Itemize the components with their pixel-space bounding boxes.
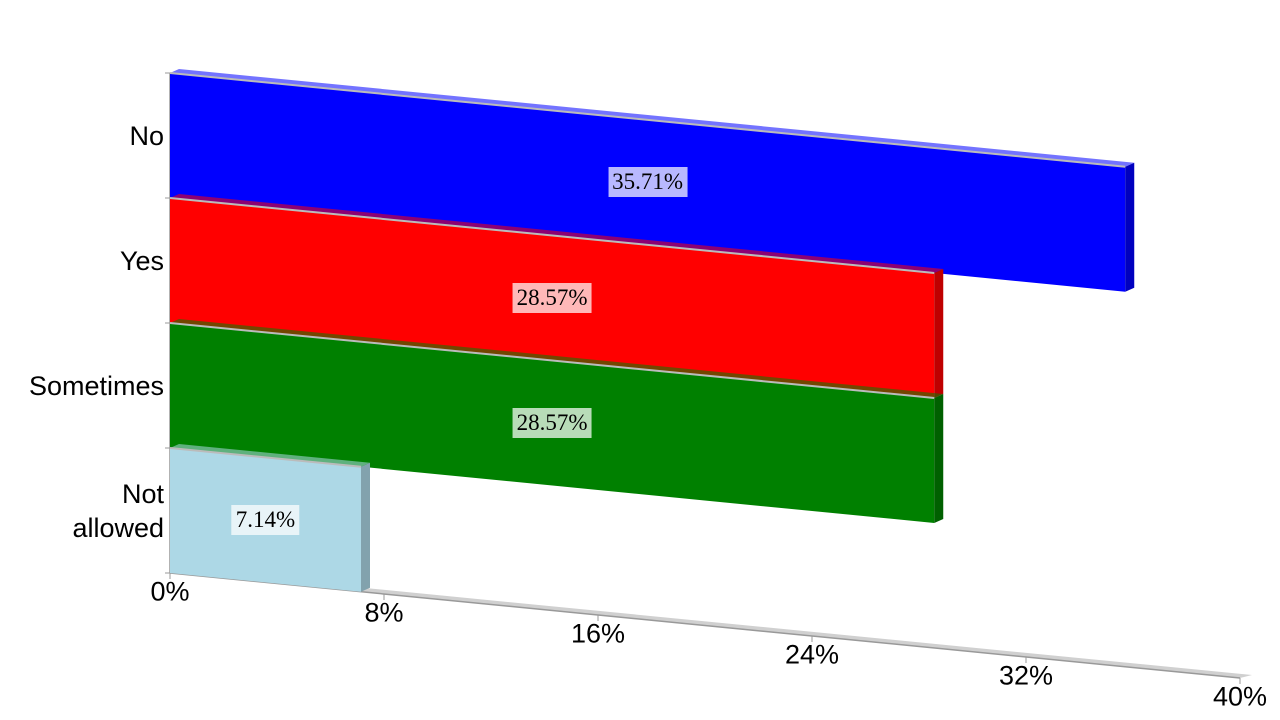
bar-top xyxy=(170,194,944,273)
x-axis-floor xyxy=(170,570,1252,678)
x-tick-label: 40% xyxy=(1212,681,1268,712)
bar-top xyxy=(170,444,370,467)
x-tick-label: 0% xyxy=(150,576,190,607)
category-text: Sometimes xyxy=(28,370,164,401)
bar-edge xyxy=(169,72,1126,168)
bar-top xyxy=(170,69,1135,167)
y-tick-label: Sometimes xyxy=(29,346,164,426)
x-tick-label: 32% xyxy=(998,660,1054,691)
value-label: 7.14% xyxy=(231,504,300,535)
bar-top xyxy=(170,319,944,398)
category-text: Not allowed xyxy=(72,478,164,543)
y-tick-label: Not allowed xyxy=(44,471,164,551)
bar-side xyxy=(934,393,944,523)
y-tick-label: Yes xyxy=(44,221,164,301)
y-tick-label: No xyxy=(44,96,164,176)
x-tick-label: 8% xyxy=(364,597,404,628)
bar-edge xyxy=(169,197,935,274)
x-tick-label: 16% xyxy=(570,618,626,649)
category-text: No xyxy=(129,120,164,151)
bar-side xyxy=(360,462,370,592)
x-tick-label: 24% xyxy=(784,639,840,670)
bar-side xyxy=(1125,162,1135,292)
x-axis-line xyxy=(169,572,1241,679)
bar-edge xyxy=(169,447,362,468)
value-label: 28.57% xyxy=(512,407,592,438)
bar-side xyxy=(934,268,944,398)
category-text: Yes xyxy=(119,245,164,276)
bar-edge xyxy=(169,322,935,399)
value-label: 35.71% xyxy=(608,167,688,198)
value-label: 28.57% xyxy=(512,282,592,313)
